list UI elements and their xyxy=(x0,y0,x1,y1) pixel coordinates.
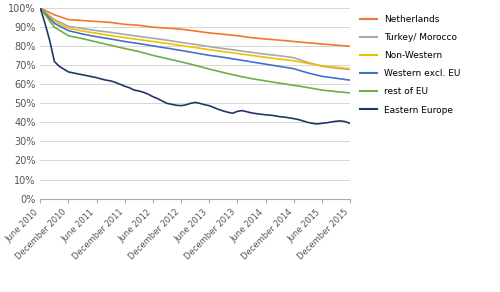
Non-Western xyxy=(164,42,170,45)
Line: Eastern Europe: Eastern Europe xyxy=(40,8,350,124)
Netherlands xyxy=(347,44,353,48)
rest of EU xyxy=(272,81,278,84)
Turkey/ Morocco xyxy=(272,53,278,57)
Netherlands xyxy=(38,6,44,10)
Western excl. EU xyxy=(178,49,184,52)
Eastern Europe xyxy=(314,122,320,126)
rest of EU xyxy=(84,38,90,41)
Line: Netherlands: Netherlands xyxy=(40,8,350,46)
Netherlands xyxy=(108,21,114,24)
Eastern Europe xyxy=(84,74,90,77)
Non-Western xyxy=(84,30,90,34)
Netherlands xyxy=(178,27,184,31)
Eastern Europe xyxy=(38,6,44,10)
Non-Western xyxy=(272,57,278,60)
rest of EU xyxy=(108,44,114,47)
Eastern Europe xyxy=(75,72,81,76)
Eastern Europe xyxy=(347,121,353,125)
Line: Non-Western: Non-Western xyxy=(40,8,350,69)
Turkey/ Morocco xyxy=(108,31,114,34)
Netherlands xyxy=(84,19,90,22)
Line: rest of EU: rest of EU xyxy=(40,8,350,93)
Turkey/ Morocco xyxy=(38,6,44,10)
Western excl. EU xyxy=(38,6,44,10)
Turkey/ Morocco xyxy=(328,66,334,69)
rest of EU xyxy=(164,57,170,60)
Non-Western xyxy=(178,44,184,47)
Legend: Netherlands, Turkey/ Morocco, Non-Western, Western excl. EU, rest of EU, Eastern: Netherlands, Turkey/ Morocco, Non-Wester… xyxy=(358,13,463,117)
Turkey/ Morocco xyxy=(84,27,90,31)
Western excl. EU xyxy=(272,64,278,67)
Netherlands xyxy=(328,43,334,46)
Western excl. EU xyxy=(164,46,170,50)
Western excl. EU xyxy=(347,78,353,82)
rest of EU xyxy=(328,89,334,93)
rest of EU xyxy=(38,6,44,10)
Line: Western excl. EU: Western excl. EU xyxy=(40,8,350,80)
Turkey/ Morocco xyxy=(178,41,184,44)
Line: Turkey/ Morocco: Turkey/ Morocco xyxy=(40,8,350,69)
rest of EU xyxy=(347,91,353,95)
Turkey/ Morocco xyxy=(164,39,170,42)
Western excl. EU xyxy=(108,37,114,41)
Eastern Europe xyxy=(328,120,334,124)
Eastern Europe xyxy=(178,104,184,107)
Eastern Europe xyxy=(272,114,278,117)
Turkey/ Morocco xyxy=(347,68,353,71)
Western excl. EU xyxy=(84,33,90,37)
Non-Western xyxy=(38,6,44,10)
Netherlands xyxy=(164,26,170,30)
Eastern Europe xyxy=(164,102,170,105)
Netherlands xyxy=(272,38,278,41)
Western excl. EU xyxy=(328,76,334,79)
rest of EU xyxy=(178,60,184,64)
Non-Western xyxy=(347,67,353,70)
Non-Western xyxy=(108,34,114,37)
Non-Western xyxy=(328,65,334,68)
